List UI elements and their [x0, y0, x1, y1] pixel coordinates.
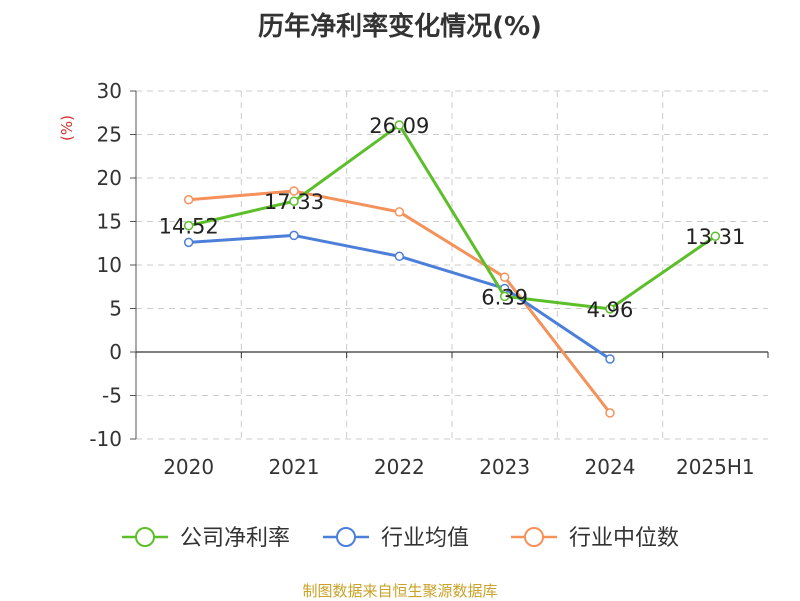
data-point — [289, 230, 299, 241]
data-point — [289, 196, 299, 206]
y-tick-label: -5 — [102, 384, 122, 408]
data-point — [394, 207, 405, 217]
y-tick-label: 10 — [97, 253, 122, 277]
x-tick-label: 2024 — [585, 455, 636, 479]
x-tick-label: 2021 — [269, 455, 320, 479]
data-label: 13.31 — [685, 225, 745, 249]
y-axis-label: (%) — [58, 115, 76, 141]
legend: 公司净利率 行业均值 行业中位数 — [122, 526, 679, 551]
data-point — [499, 291, 510, 302]
chart-title: 历年净利率变化情况(%) — [258, 12, 542, 42]
data-label: 17.33 — [264, 190, 324, 214]
legend-marker — [336, 527, 356, 547]
y-tick-label: 0 — [109, 340, 122, 364]
x-tick-label: 2025H1 — [676, 455, 755, 479]
data-point — [183, 237, 194, 248]
data-label-layer: 14.52 17.33 26.09 6.39 4.96 13.31 — [159, 114, 746, 322]
x-tick-label: 2023 — [479, 455, 530, 479]
data-point — [605, 408, 615, 418]
data-point — [499, 272, 510, 282]
data-point — [710, 231, 721, 241]
y-tick-label: 5 — [109, 297, 122, 321]
legend-label: 行业中位数 — [569, 526, 679, 551]
legend-label: 公司净利率 — [180, 526, 290, 551]
y-tick-label: 25 — [97, 123, 122, 147]
legend-marker — [135, 527, 155, 547]
legend-marker — [524, 527, 544, 547]
y-tick-label: 30 — [97, 79, 122, 103]
data-label: 26.09 — [369, 114, 429, 138]
data-point — [289, 186, 299, 196]
grid-layer — [136, 90, 768, 440]
legend-label: 行业均值 — [381, 526, 469, 551]
data-label: 6.39 — [481, 285, 528, 309]
data-label: 4.96 — [587, 298, 634, 322]
y-tick-label: 20 — [97, 166, 122, 190]
data-point — [605, 354, 615, 364]
axis-layer: 30 25 20 15 10 5 0 -5 -10 2020 2021 2022 2023 2024 202… — [58, 79, 769, 479]
data-point — [394, 251, 405, 262]
data-label: 14.52 — [159, 215, 219, 239]
source-note: 制图数据来自恒生聚源数据库 — [302, 582, 498, 600]
y-tick-label: -10 — [89, 427, 122, 451]
x-tick-label: 2020 — [163, 455, 214, 479]
series-layer — [183, 120, 721, 418]
y-tick-label: 15 — [97, 210, 122, 234]
series-line — [188, 123, 717, 311]
data-point — [394, 120, 405, 130]
data-point — [183, 195, 194, 205]
data-point — [605, 304, 615, 314]
data-point — [183, 220, 194, 231]
x-tick-label: 2022 — [374, 455, 425, 479]
